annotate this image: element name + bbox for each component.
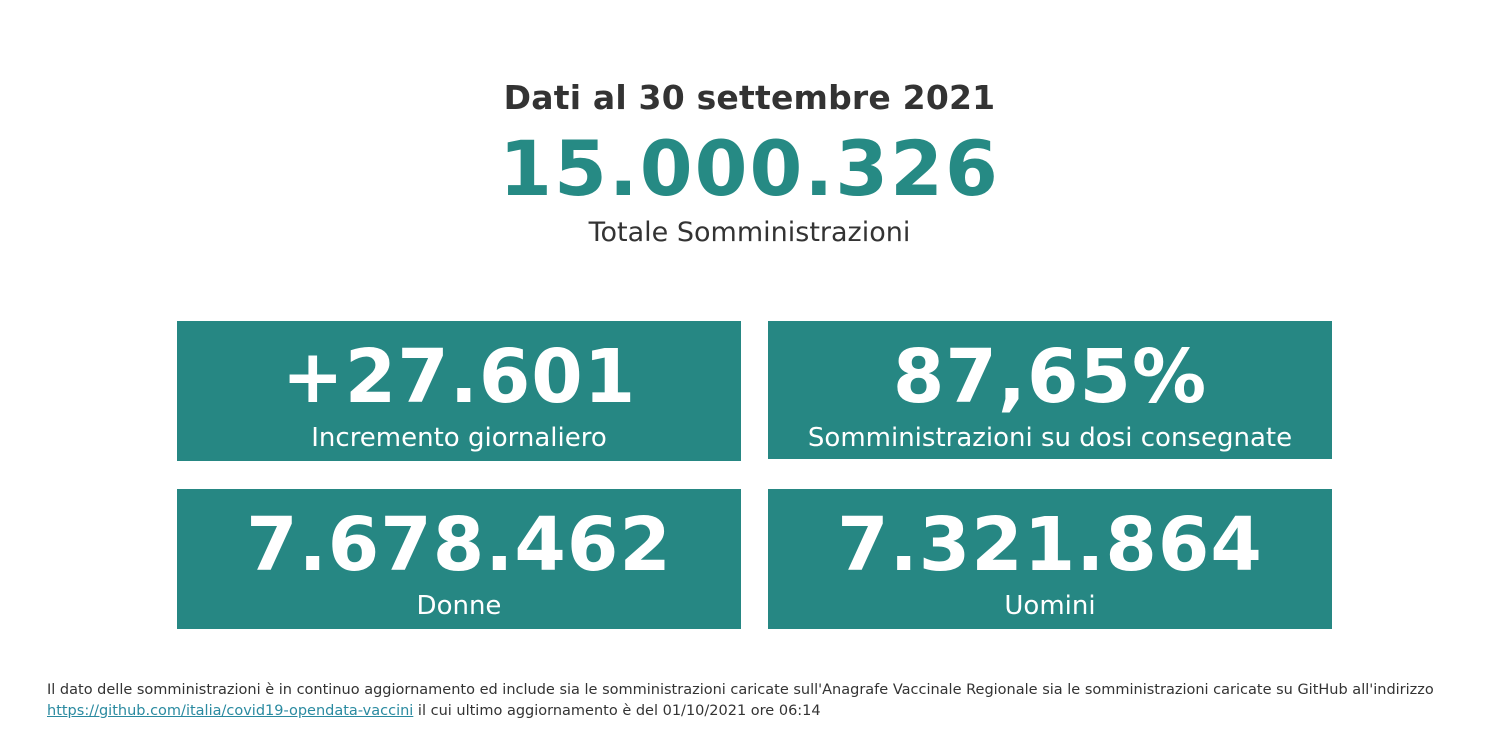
footnote-update-text: il cui ultimo aggiornamento è del 01/10/… bbox=[413, 703, 821, 719]
footnote-text: Il dato delle somministrazioni è in cont… bbox=[47, 682, 1434, 698]
men-value: 7.321.864 bbox=[837, 502, 1263, 588]
daily-increase-card: +27.601 Incremento giornaliero bbox=[177, 321, 741, 461]
data-source-footnote: Il dato delle somministrazioni è in cont… bbox=[47, 680, 1487, 722]
women-value: 7.678.462 bbox=[246, 502, 672, 588]
total-administrations-label: Totale Somministrazioni bbox=[588, 217, 911, 248]
delivered-doses-percent-value: 87,65% bbox=[892, 334, 1208, 420]
daily-increase-label: Incremento giornaliero bbox=[311, 423, 607, 453]
github-repo-link[interactable]: https://github.com/italia/covid19-openda… bbox=[47, 703, 414, 719]
date-heading: Dati al 30 settembre 2021 bbox=[503, 78, 996, 117]
delivered-doses-percent-label: Somministrazioni su dosi consegnate bbox=[807, 423, 1293, 453]
men-label: Uomini bbox=[1004, 591, 1096, 621]
total-administrations-value: 15.000.326 bbox=[499, 124, 1000, 213]
women-label: Donne bbox=[416, 591, 502, 621]
men-card: 7.321.864 Uomini bbox=[768, 489, 1332, 629]
women-card: 7.678.462 Donne bbox=[177, 489, 741, 629]
daily-increase-value: +27.601 bbox=[281, 334, 637, 420]
delivered-doses-percent-card: 87,65% Somministrazioni su dosi consegna… bbox=[768, 321, 1332, 459]
